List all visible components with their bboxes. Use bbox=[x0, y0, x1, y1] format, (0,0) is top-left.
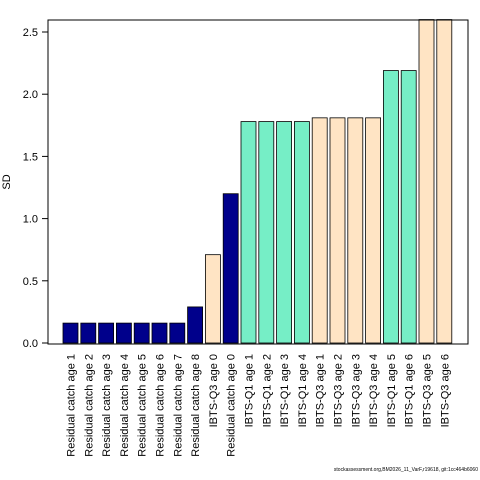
x-tick-label: IBTS-Q1 age 1 bbox=[244, 354, 256, 427]
bar-18 bbox=[365, 117, 382, 344]
bar-21 bbox=[418, 19, 435, 344]
x-tick-label: Residual catch age 6 bbox=[155, 354, 167, 457]
y-axis-title: SD bbox=[1, 174, 13, 189]
y-tick-label: 0.0 bbox=[23, 338, 38, 350]
bar-6 bbox=[151, 322, 168, 344]
x-tick-label: IBTS-Q1 age 5 bbox=[386, 354, 398, 427]
bar-11 bbox=[240, 121, 257, 344]
bar-3 bbox=[98, 322, 114, 344]
x-tick-label: Residual catch age 8 bbox=[190, 354, 202, 457]
x-tick-label: IBTS-Q3 age 0 bbox=[208, 354, 220, 427]
bars-group bbox=[62, 19, 453, 344]
y-tick-label: 0.5 bbox=[23, 276, 38, 288]
bar-10 bbox=[222, 193, 239, 344]
x-tick-label: Residual catch age 3 bbox=[101, 354, 113, 457]
x-tick-label: IBTS-Q3 age 4 bbox=[368, 354, 380, 427]
bar-13 bbox=[276, 121, 293, 344]
x-tick-label: IBTS-Q1 age 4 bbox=[297, 354, 309, 427]
x-tick-label: Residual catch age 2 bbox=[83, 354, 95, 457]
x-axis-labels: Residual catch age 1 Residual catch age 2… bbox=[66, 354, 452, 457]
bar-22 bbox=[436, 19, 453, 344]
x-tick-label: Residual catch age 7 bbox=[172, 354, 184, 457]
bar-12 bbox=[258, 121, 275, 344]
plot-frame bbox=[47, 19, 469, 345]
bar-19 bbox=[382, 70, 399, 344]
x-tick-label: IBTS-Q3 age 2 bbox=[333, 354, 345, 427]
bar-5 bbox=[133, 322, 150, 344]
y-tick-label: 2.5 bbox=[23, 27, 38, 39]
x-tick-label: IBTS-Q3 age 6 bbox=[439, 354, 451, 427]
bar-7 bbox=[169, 322, 186, 344]
footer-credit: stockassessment.org,BM2026_11_VarF,r1961… bbox=[334, 467, 478, 473]
y-axis: 0.0 0.5 1.0 1.5 2.0 2.5 bbox=[23, 27, 48, 350]
x-tick-label: IBTS-Q3 age 5 bbox=[422, 354, 434, 427]
x-tick-label: Residual catch age 4 bbox=[119, 354, 131, 457]
x-tick-label: IBTS-Q3 age 1 bbox=[315, 354, 327, 427]
bar-4 bbox=[116, 322, 132, 344]
bar-15 bbox=[311, 117, 328, 344]
y-tick-label: 1.0 bbox=[23, 214, 38, 226]
bar-17 bbox=[347, 117, 364, 344]
x-tick-label: Residual catch age 1 bbox=[66, 354, 78, 457]
bar-16 bbox=[329, 117, 346, 344]
y-tick-label: 1.5 bbox=[23, 151, 38, 163]
bar-8 bbox=[187, 306, 204, 344]
x-tick-label: IBTS-Q3 age 3 bbox=[350, 354, 362, 427]
bar-20 bbox=[400, 70, 417, 344]
bar-2 bbox=[80, 322, 97, 344]
x-tick-label: IBTS-Q1 age 2 bbox=[261, 354, 273, 427]
x-tick-label: IBTS-Q1 age 3 bbox=[279, 354, 291, 427]
bar-1 bbox=[62, 322, 79, 344]
x-tick-label: Residual catch age 5 bbox=[137, 354, 149, 457]
x-tick-label: Residual catch age 0 bbox=[226, 354, 238, 457]
x-tick-label: IBTS-Q1 age 6 bbox=[404, 354, 416, 427]
bar-9 bbox=[204, 254, 221, 344]
bar-14 bbox=[293, 121, 310, 344]
y-tick-label: 2.0 bbox=[23, 89, 38, 101]
